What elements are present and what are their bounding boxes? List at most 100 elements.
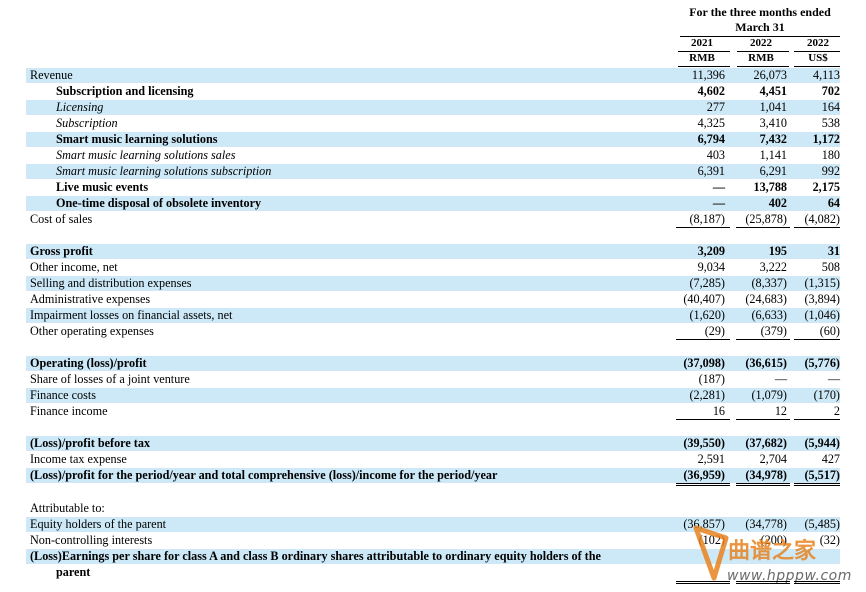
row-label: (Loss)/profit for the period/year and to… [30, 468, 498, 482]
row-value-col3: (60) [819, 324, 840, 338]
row-value-col2: (37,682) [745, 436, 787, 450]
row-value-col1: (39,550) [683, 436, 725, 450]
row-value-col3: 2,175 [812, 180, 840, 194]
row-value-col2: (1,079) [751, 388, 787, 402]
row-value-col3: 180 [821, 148, 840, 162]
total-underline [676, 227, 730, 228]
row-value-col3: (170) [813, 388, 840, 402]
table-row: Share of losses of a joint venture (187) —… [26, 372, 840, 387]
row-value-col2: 402 [768, 196, 787, 210]
table-row: (Loss)Earnings per share for class A and… [26, 549, 840, 564]
row-value-col2: 3,222 [759, 260, 787, 274]
total-underline [676, 581, 730, 584]
table-row: Smart music learning solutions subscript… [26, 164, 840, 179]
row-label: Share of losses of a joint venture [30, 372, 190, 386]
table-row: Live music events — 13,788 2,175 [26, 180, 840, 195]
total-underline [676, 483, 730, 486]
row-value-col1: 4,325 [697, 116, 725, 130]
row-label: Subscription [56, 116, 118, 130]
row-label: Impairment losses on financial assets, n… [30, 308, 233, 322]
row-label: Smart music learning solutions sales [56, 148, 236, 162]
col-2021-year: 2021 [691, 37, 713, 49]
col-2021-currency-underline [678, 66, 730, 67]
row-value-col3: 1,172 [812, 132, 840, 146]
watermark-brand: 曲谱之家 [728, 538, 817, 564]
row-label: Income tax expense [30, 452, 127, 466]
total-underline [736, 339, 790, 340]
total-underline [794, 581, 840, 584]
total-underline [794, 483, 840, 486]
table-row: Revenue 11,396 26,073 4,113 [26, 68, 840, 83]
row-label: Smart music learning solutions [56, 132, 218, 146]
row-label: Finance costs [30, 388, 97, 402]
row-value-col2: (34,978) [745, 468, 787, 482]
row-value-col3: (1,046) [804, 308, 840, 322]
period-heading-line1: For the three months ended [689, 5, 831, 19]
total-underline [676, 419, 730, 420]
row-value-col3: (4,082) [804, 212, 840, 226]
row-label: Gross profit [30, 244, 93, 258]
table-row: (Loss)/profit for the period/year and to… [26, 468, 840, 483]
total-underline [794, 339, 840, 340]
row-value-col3: 702 [821, 84, 840, 98]
table-row: Operating (loss)/profit (37,098) (36,615) (… [26, 356, 840, 371]
row-value-col2: (24,683) [745, 292, 787, 306]
row-value-col1: (29) [704, 324, 725, 338]
row-value-col3: (5,517) [804, 468, 840, 482]
col-2022-currency-underline [737, 66, 789, 67]
row-value-col3: (1,315) [804, 276, 840, 290]
row-value-col3: — [827, 372, 840, 386]
row-label: Attributable to: [30, 501, 105, 515]
row-label: Equity holders of the parent [30, 517, 167, 531]
row-value-col3: 508 [821, 260, 840, 274]
row-value-col1: (8,187) [689, 212, 725, 226]
row-value-col3: 992 [821, 164, 840, 178]
row-label: Cost of sales [30, 212, 93, 226]
table-row: (Loss)/profit before tax (39,550) (37,682)… [26, 436, 840, 451]
row-value-col3: 427 [821, 452, 840, 466]
row-value-col1: (36,959) [683, 468, 725, 482]
table-row: Other operating expenses (29) (379) (60) [26, 324, 840, 339]
row-value-col2: — [774, 372, 787, 386]
row-label: One-time disposal of obsolete inventory [56, 196, 262, 210]
row-value-col3: 2 [833, 404, 840, 418]
row-value-col2: 13,788 [753, 180, 787, 194]
row-label: (Loss)Earnings per share for class A and… [30, 549, 601, 563]
row-label: Revenue [30, 68, 73, 82]
total-underline [736, 483, 790, 486]
row-label: Other income, net [30, 260, 118, 274]
total-underline [736, 581, 790, 584]
row-value-col2: 6,291 [759, 164, 787, 178]
row-value-col2: 3,410 [759, 116, 787, 130]
row-value-col2: (379) [760, 324, 787, 338]
row-value-col2: 12 [774, 404, 787, 418]
row-value-col1: (40,407) [683, 292, 725, 306]
row-value-col1: 6,391 [697, 164, 725, 178]
row-label: Administrative expenses [30, 292, 151, 306]
watermark-logo: 曲谱之家 [693, 525, 817, 581]
row-value-col2: 1,041 [759, 100, 787, 114]
row-value-col3: (5,485) [804, 517, 840, 531]
row-value-col1: 9,034 [697, 260, 725, 274]
table-row: Finance income 16 12 2 [26, 404, 840, 419]
row-value-col3: (5,776) [804, 356, 840, 370]
row-value-col2: 195 [768, 244, 787, 258]
table-row: Licensing 277 1,041 164 [26, 100, 840, 115]
row-label: Live music events [56, 180, 149, 194]
row-value-col1: 6,794 [697, 132, 725, 146]
row-value-col3: 64 [827, 196, 840, 210]
row-value-col2: 26,073 [753, 68, 787, 82]
row-value-col1: (7,285) [689, 276, 725, 290]
table-row: Selling and distribution expenses (7,285)… [26, 276, 840, 291]
row-value-col2: 2,704 [759, 452, 787, 466]
row-value-col3: 31 [827, 244, 840, 258]
table-row: Non-controlling interests (102) (200) (32) [26, 533, 840, 548]
row-value-col2: 7,432 [759, 132, 787, 146]
col-2022-usd-year-underline [794, 51, 840, 52]
row-value-col1: 16 [712, 404, 725, 418]
table-row: Subscription and licensing 4,602 4,451 702 [26, 84, 840, 99]
table-row: Administrative expenses (40,407) (24,683) (… [26, 292, 840, 307]
col-2021-year-underline [678, 51, 730, 52]
table-row: One-time disposal of obsolete inventory —… [26, 196, 840, 211]
row-value-col3: 4,113 [813, 68, 840, 82]
